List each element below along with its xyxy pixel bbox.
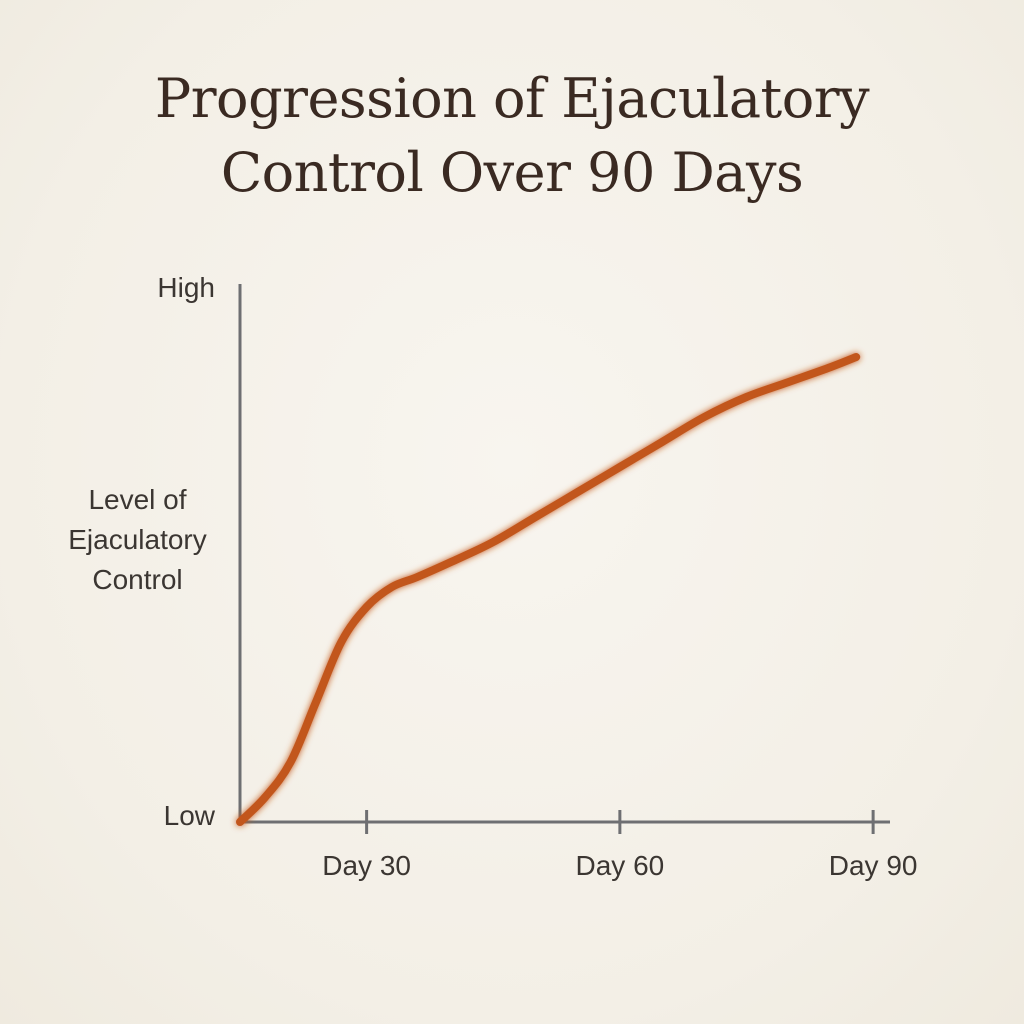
chart-title-line-2: Control Over 90 Days [220,141,804,204]
y-axis-label: Level of Ejaculatory Control [40,480,235,600]
y-tick-label-high: High [157,272,215,303]
y-axis-label-line-2: Ejaculatory [68,524,207,555]
x-tick-label-day-30: Day 30 [322,850,411,881]
chart-title: Progression of Ejaculatory Control Over … [0,62,1024,210]
y-tick-label-low: Low [163,800,215,831]
x-tick-label-day-60: Day 60 [575,850,665,881]
y-axis-label-line-1: Level of [88,484,187,515]
chart-title-line-1: Progression of Ejaculatory [154,67,870,130]
x-tick-label-day-90: Day 90 [828,850,918,881]
series-line [236,353,861,826]
y-axis-label-line-3: Control [92,564,183,595]
